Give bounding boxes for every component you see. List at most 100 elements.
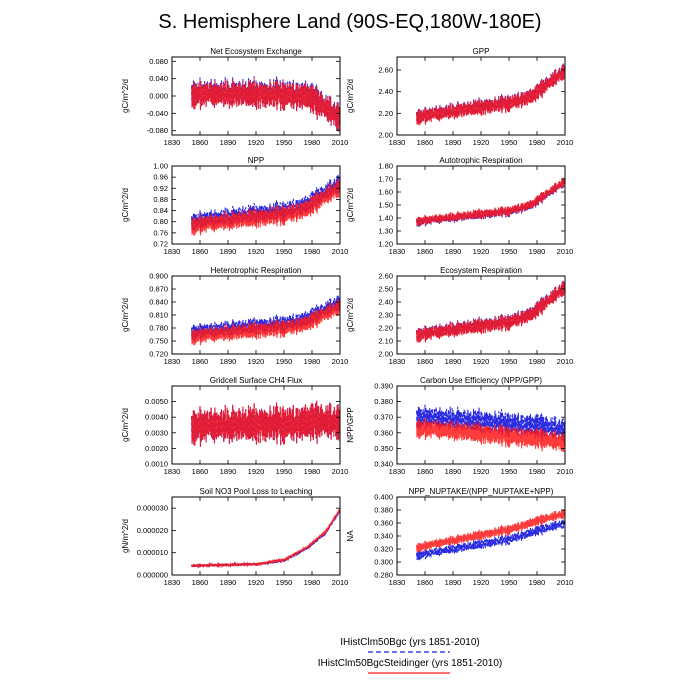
y-tick-label: 0.0020 bbox=[145, 444, 168, 453]
x-tick-label: 1890 bbox=[445, 357, 462, 366]
chart-panel: Net Ecosystem Exchange gC/m^2/d 1830 1860 18… bbox=[121, 47, 348, 147]
y-axis-label: gC/m^2/d bbox=[121, 408, 130, 442]
x-tick-label: 1980 bbox=[529, 357, 546, 366]
figure-title: S. Hemisphere Land (90S-EQ,180W-180E) bbox=[158, 11, 541, 33]
y-tick-label: -0.040 bbox=[147, 109, 168, 118]
y-tick-label: 0.84 bbox=[153, 206, 168, 215]
y-tick-label: 0.040 bbox=[149, 74, 168, 83]
x-tick-label: 1890 bbox=[220, 467, 237, 476]
y-tick-label: 0.900 bbox=[149, 272, 168, 281]
x-tick-label: 1920 bbox=[473, 138, 490, 147]
chart-panel: Ecosystem Respiration gC/m^2/d 1830 1860 189… bbox=[346, 266, 573, 366]
y-tick-label: 0.000030 bbox=[137, 504, 168, 513]
x-tick-label: 1860 bbox=[192, 247, 209, 256]
y-tick-label: 1.80 bbox=[378, 162, 393, 171]
x-tick-label: 1860 bbox=[417, 578, 434, 587]
x-tick-label: 1950 bbox=[276, 357, 293, 366]
series-line bbox=[416, 64, 565, 126]
x-tick-label: 1860 bbox=[192, 467, 209, 476]
x-tick-label: 1980 bbox=[304, 357, 321, 366]
plot-frame bbox=[396, 275, 566, 355]
y-axis-label: gN/m^2/d bbox=[121, 519, 130, 553]
x-tick-label: 1830 bbox=[389, 578, 406, 587]
series-group bbox=[416, 509, 565, 561]
chart-title: NPP_NUPTAKE/(NPP_NUPTAKE+NPP) bbox=[409, 487, 554, 496]
y-tick-label: 0.810 bbox=[149, 311, 168, 320]
y-tick-label: 0.280 bbox=[374, 571, 393, 580]
x-tick-label: 1860 bbox=[192, 357, 209, 366]
y-tick-label: 0.390 bbox=[374, 382, 393, 391]
chart-title: Net Ecosystem Exchange bbox=[210, 47, 302, 56]
x-tick-label: 2010 bbox=[557, 138, 574, 147]
x-tick-label: 1980 bbox=[304, 467, 321, 476]
x-tick-label: 1890 bbox=[445, 138, 462, 147]
x-tick-label: 1920 bbox=[473, 357, 490, 366]
chart-title: Carbon Use Efficiency (NPP/GPP) bbox=[420, 376, 542, 385]
x-tick-label: 1830 bbox=[164, 247, 181, 256]
y-tick-label: 0.350 bbox=[374, 444, 393, 453]
x-tick-label: 2010 bbox=[557, 467, 574, 476]
x-tick-label: 1860 bbox=[417, 357, 434, 366]
y-tick-label: 0.380 bbox=[374, 397, 393, 406]
y-tick-label: 0.000010 bbox=[137, 548, 168, 557]
y-tick-label: 0.80 bbox=[153, 217, 168, 226]
x-tick-label: 2010 bbox=[332, 138, 349, 147]
y-axis-label: gC/m^2/d bbox=[121, 188, 130, 222]
y-tick-label: 2.50 bbox=[378, 285, 393, 294]
series-group bbox=[191, 507, 340, 569]
series-line bbox=[416, 518, 565, 561]
x-tick-label: 1950 bbox=[501, 138, 518, 147]
x-tick-label: 2010 bbox=[332, 578, 349, 587]
legend-label-1: IHistClm50Bgc (yrs 1851-2010) bbox=[340, 637, 480, 648]
x-tick-label: 1950 bbox=[501, 578, 518, 587]
y-tick-label: 0.840 bbox=[149, 298, 168, 307]
chart-panel: Soil NO3 Pool Loss to Leaching gN/m^2/d 18… bbox=[121, 487, 348, 587]
series-line bbox=[416, 509, 565, 553]
x-tick-label: 1950 bbox=[501, 467, 518, 476]
y-tick-label: 0.300 bbox=[374, 558, 393, 567]
y-tick-label: 1.20 bbox=[378, 240, 393, 249]
y-tick-label: 0.0040 bbox=[145, 413, 168, 422]
y-tick-label: 0.360 bbox=[374, 519, 393, 528]
x-tick-label: 1830 bbox=[164, 357, 181, 366]
series-group bbox=[191, 174, 340, 236]
chart-panel: GPP gC/m^2/d 1830 1860 1890 1920 1950 1980 2010 2… bbox=[346, 47, 573, 147]
y-tick-label: 2.60 bbox=[378, 272, 393, 281]
y-tick-label: 2.00 bbox=[378, 131, 393, 140]
y-tick-label: 1.00 bbox=[153, 162, 168, 171]
chart-title: Ecosystem Respiration bbox=[440, 266, 522, 275]
y-tick-label: 0.360 bbox=[374, 428, 393, 437]
x-tick-label: 2010 bbox=[557, 357, 574, 366]
x-tick-label: 1980 bbox=[529, 578, 546, 587]
x-tick-label: 1860 bbox=[417, 138, 434, 147]
y-tick-label: 2.60 bbox=[378, 66, 393, 75]
series-line bbox=[191, 400, 340, 447]
x-tick-label: 1920 bbox=[248, 357, 265, 366]
y-tick-label: 0.0050 bbox=[145, 397, 168, 406]
y-tick-label: 2.20 bbox=[378, 324, 393, 333]
x-tick-label: 1980 bbox=[529, 138, 546, 147]
y-tick-label: 2.00 bbox=[378, 350, 393, 359]
y-axis-label: gC/m^2/d bbox=[346, 298, 355, 332]
x-tick-label: 1980 bbox=[529, 247, 546, 256]
x-tick-label: 2010 bbox=[332, 467, 349, 476]
x-tick-label: 1890 bbox=[445, 247, 462, 256]
x-tick-label: 1890 bbox=[220, 247, 237, 256]
x-tick-label: 1950 bbox=[501, 247, 518, 256]
y-tick-label: 0.750 bbox=[149, 337, 168, 346]
y-axis-label: gC/m^2/d bbox=[346, 188, 355, 222]
y-tick-label: 0.870 bbox=[149, 285, 168, 294]
plot-frame bbox=[396, 56, 566, 136]
y-tick-label: 0.720 bbox=[149, 350, 168, 359]
legend-label-2: IHistClm50BgcSteidinger (yrs 1851-2010) bbox=[318, 658, 503, 669]
x-tick-label: 1860 bbox=[192, 138, 209, 147]
y-tick-label: 2.20 bbox=[378, 109, 393, 118]
legend: IHistClm50Bgc (yrs 1851-2010) IHistClm50… bbox=[318, 637, 503, 674]
y-tick-label: 1.50 bbox=[378, 201, 393, 210]
x-tick-label: 1920 bbox=[473, 467, 490, 476]
x-tick-label: 1950 bbox=[276, 578, 293, 587]
chart-panel: Heterotrophic Respiration gC/m^2/d 1830 186… bbox=[121, 266, 348, 366]
series-group bbox=[416, 177, 565, 227]
y-tick-label: 1.60 bbox=[378, 188, 393, 197]
y-tick-label: 0.340 bbox=[374, 460, 393, 469]
